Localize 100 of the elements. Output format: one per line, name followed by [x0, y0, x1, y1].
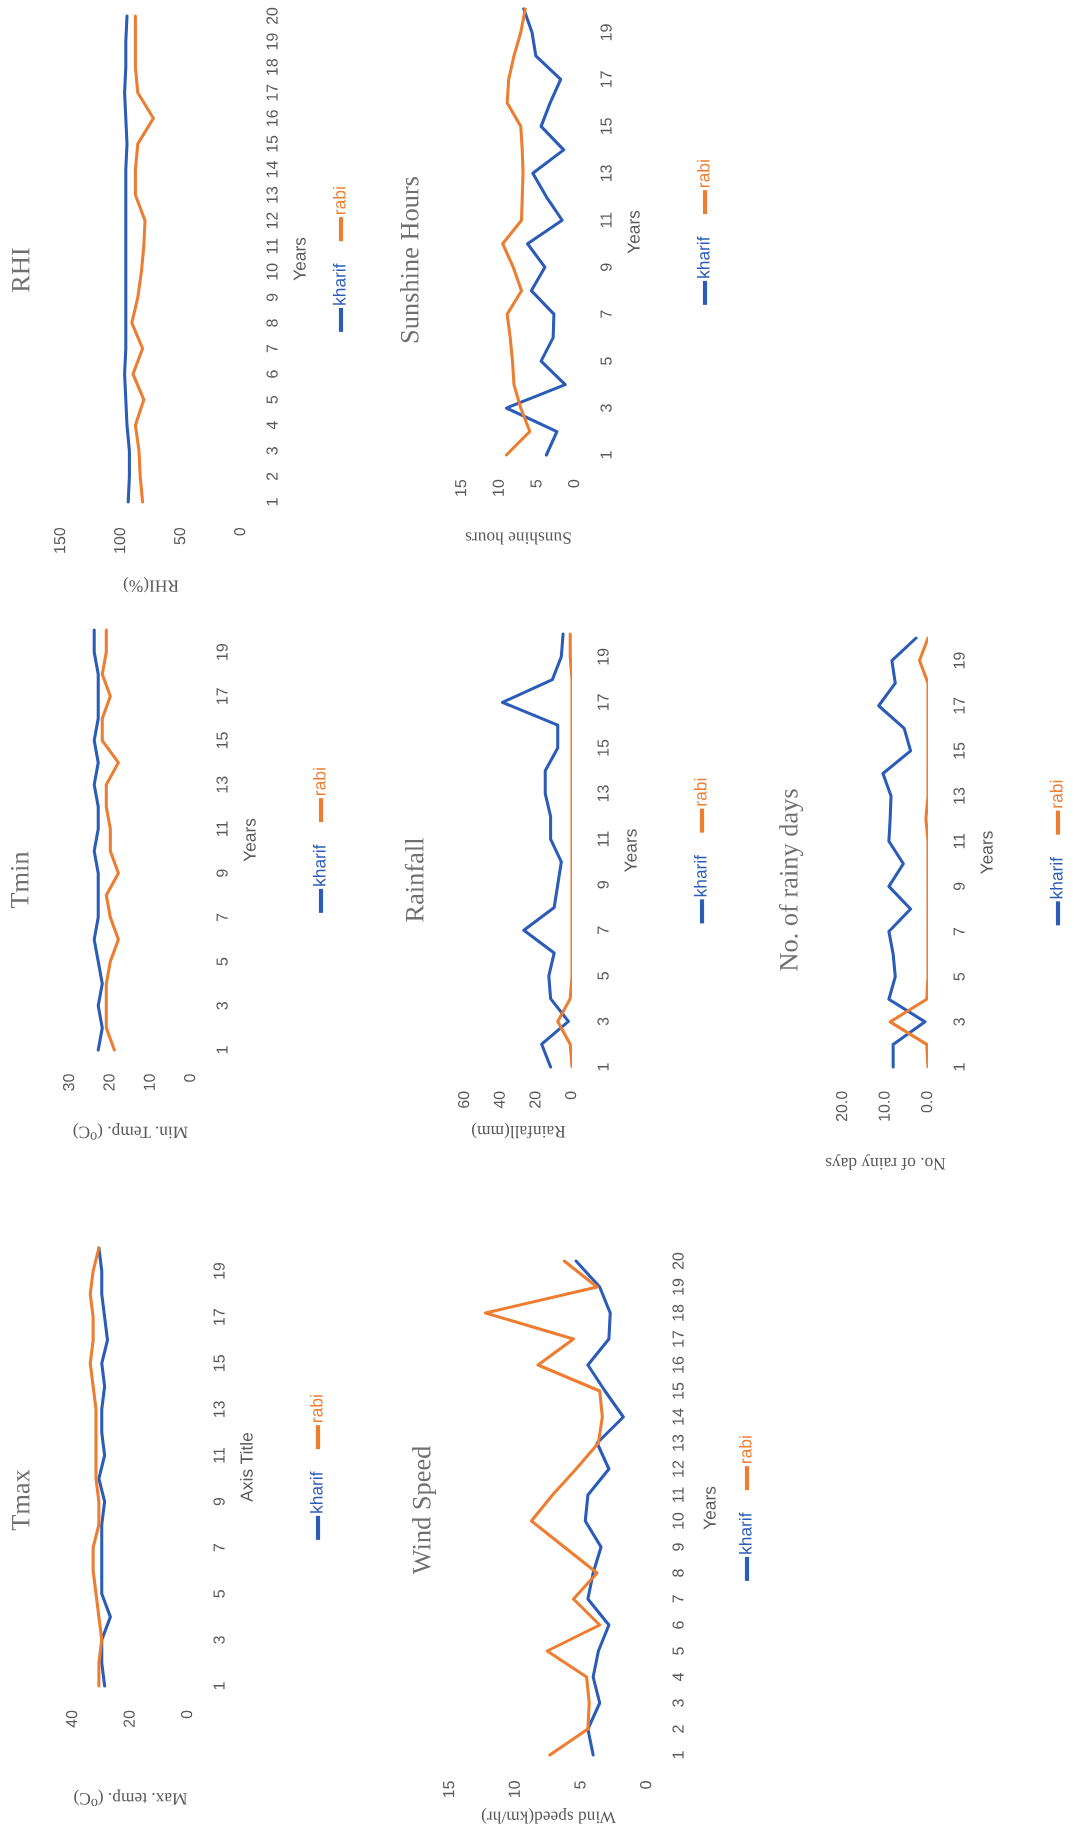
text: kharif	[332, 263, 346, 305]
x-tick-label: 0	[564, 1091, 577, 1100]
text: rabi	[696, 160, 710, 187]
y-tick-label: 9	[597, 881, 609, 889]
y-tick-label: 5	[672, 1647, 684, 1655]
x-tick-label: 10	[492, 479, 504, 496]
y-tick-label: 1	[213, 1682, 225, 1690]
x-tick-label: 10.0	[878, 1091, 890, 1121]
y-tick-label: 3	[216, 1002, 228, 1010]
y-axis-title: Axis Title	[240, 1433, 253, 1502]
x-tick-label: 50	[173, 527, 186, 545]
y-axis-title: Years	[627, 210, 640, 254]
y-tick-label: 1	[600, 451, 612, 459]
y-tick-label: 17	[266, 84, 278, 101]
text: No. of rainy days	[778, 789, 804, 971]
x-axis-title: Max. temp. (⁰C)	[74, 1789, 187, 1807]
y-tick-label: 18	[266, 58, 278, 75]
x-tick-label: 150	[53, 527, 66, 553]
text: Wind Speed	[412, 1445, 436, 1575]
x-tick-label: 20	[123, 1710, 135, 1727]
y-tick-label: 17	[600, 71, 612, 88]
y-tick-label: 5	[266, 395, 278, 404]
y-tick-label: 7	[672, 1595, 684, 1603]
y-tick-label: 1	[672, 1751, 684, 1759]
x-tick-label: 15	[443, 1781, 455, 1798]
y-tick-label: 17	[597, 694, 609, 711]
y-tick-label: 9	[672, 1543, 684, 1551]
y-tick-label: 14	[672, 1408, 684, 1425]
y-tick-label: 13	[216, 776, 228, 793]
x-tick-label: 15	[455, 479, 467, 496]
y-tick-label: 19	[953, 652, 965, 669]
y-tick-label: 17	[953, 697, 965, 714]
x-tick-label: 20	[529, 1091, 541, 1108]
y-tick-label: 15	[953, 742, 965, 759]
y-tick-label: 13	[213, 1401, 225, 1418]
y-tick-label: 13	[953, 787, 965, 804]
y-tick-label: 17	[213, 1309, 225, 1325]
x-tick-label: 10	[143, 1074, 155, 1091]
y-tick-label: 5	[953, 972, 965, 981]
y-tick-label: 19	[600, 24, 612, 41]
y-tick-label: 12	[672, 1460, 684, 1477]
y-tick-label: 3	[953, 1018, 965, 1026]
text: Tmin	[10, 851, 29, 909]
y-tick-label: 19	[672, 1278, 684, 1295]
x-axis-title: No. of rainy days	[825, 1154, 946, 1171]
y-tick-label: 19	[266, 33, 278, 50]
y-tick-label: 8	[266, 319, 278, 327]
y-tick-label: 19	[213, 1262, 225, 1279]
y-tick-label: 3	[672, 1699, 684, 1707]
text: rabi	[309, 1395, 323, 1422]
y-tick-label: 1	[216, 1046, 228, 1054]
y-tick-label: 18	[672, 1304, 684, 1321]
y-tick-label: 1	[266, 498, 278, 506]
y-tick-label: 7	[597, 926, 609, 934]
y-tick-label: 17	[672, 1330, 684, 1347]
x-tick-label: 100	[113, 527, 126, 553]
y-tick-label: 9	[216, 869, 228, 877]
x-tick-label: 0	[567, 479, 580, 488]
x-tick-label: 20.0	[835, 1091, 848, 1122]
text: rabi	[738, 1436, 752, 1463]
text: kharif	[312, 844, 326, 886]
y-tick-label: 8	[672, 1569, 684, 1577]
y-tick-label: 6	[672, 1621, 684, 1629]
y-tick-label: 4	[672, 1673, 684, 1682]
text: kharif	[738, 1512, 752, 1554]
x-axis-title: Min. Temp. (⁰C)	[73, 1123, 188, 1140]
y-tick-label: 11	[672, 1487, 684, 1503]
y-tick-label: 15	[216, 732, 228, 749]
y-tick-label: 20	[672, 1252, 684, 1270]
y-tick-label: 11	[597, 831, 609, 847]
y-tick-label: 14	[266, 161, 278, 178]
x-tick-label: 10	[508, 1781, 520, 1798]
y-tick-label: 16	[672, 1356, 684, 1373]
x-tick-label: 30	[62, 1074, 75, 1091]
y-tick-label: 11	[600, 212, 612, 228]
y-tick-label: 13	[600, 165, 612, 181]
y-tick-label: 5	[216, 957, 228, 966]
text: kharif	[693, 854, 707, 897]
y-tick-label: 7	[600, 310, 612, 318]
text: kharif	[696, 236, 710, 278]
y-tick-label: 10	[672, 1512, 684, 1529]
y-tick-label: 16	[266, 110, 278, 126]
x-tick-label: 0.0	[920, 1091, 933, 1113]
x-axis-title: Rainfall(mm)	[472, 1122, 566, 1139]
y-tick-label: 5	[600, 357, 612, 365]
y-tick-label: 15	[213, 1355, 225, 1371]
text: rabi	[1049, 780, 1063, 808]
y-tick-label: 19	[597, 648, 609, 665]
y-tick-label: 17	[216, 688, 228, 704]
y-tick-label: 10	[266, 263, 278, 280]
text: kharif	[309, 1471, 323, 1513]
y-tick-label: 13	[266, 186, 278, 203]
y-axis-title: Years	[293, 237, 306, 281]
text: rabi	[312, 768, 326, 795]
x-axis-title: Sunshine hours	[465, 532, 571, 545]
y-tick-label: 15	[672, 1382, 684, 1399]
y-tick-label: 12	[266, 212, 278, 229]
y-tick-label: 5	[213, 1590, 225, 1598]
x-tick-label: 20	[103, 1074, 115, 1091]
x-tick-label: 40	[493, 1091, 505, 1109]
